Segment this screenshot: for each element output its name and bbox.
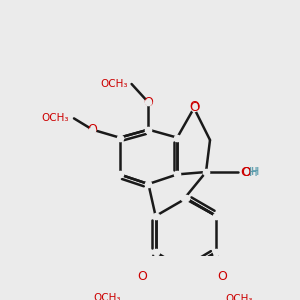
- Text: O: O: [240, 166, 251, 178]
- Text: O: O: [217, 269, 227, 283]
- Text: O: O: [143, 96, 153, 109]
- Text: H: H: [251, 167, 259, 177]
- Text: OCH₃: OCH₃: [100, 79, 128, 89]
- Text: OCH₃: OCH₃: [225, 294, 253, 300]
- Text: O: O: [241, 166, 251, 178]
- Text: O: O: [189, 101, 199, 114]
- Text: O: O: [137, 269, 147, 283]
- Text: OCH₃: OCH₃: [42, 113, 69, 123]
- Text: O: O: [88, 123, 97, 136]
- Text: OCH₃: OCH₃: [94, 293, 121, 300]
- Text: H: H: [249, 166, 258, 179]
- Text: O: O: [189, 100, 199, 113]
